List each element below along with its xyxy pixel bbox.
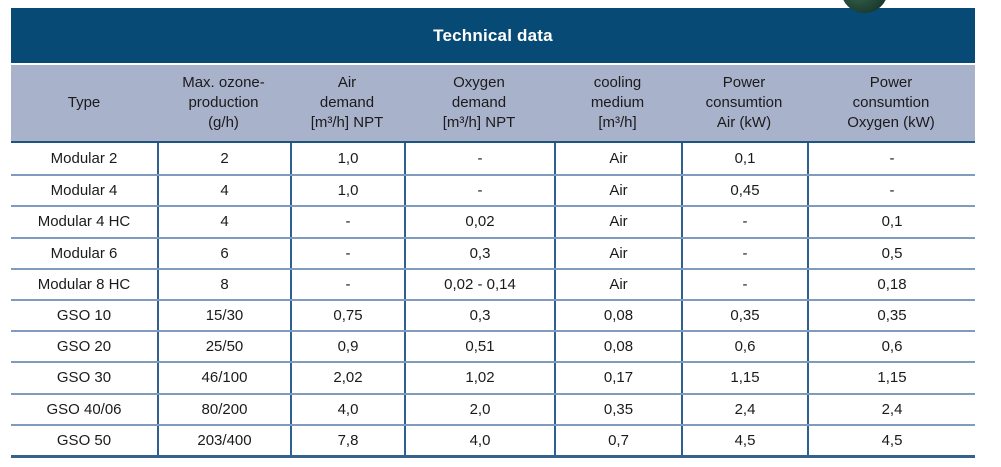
table-cell: 0,75	[290, 300, 404, 331]
table-cell: 46/100	[157, 363, 290, 393]
table-cell: 2,4	[681, 394, 807, 424]
table-cell: 4	[157, 176, 290, 206]
table-cell: 2	[157, 143, 290, 175]
table-row-modular-4-hc: Modular 4 HC 4 - 0,02 Air - 0,1	[11, 205, 975, 237]
table-cell: Air	[554, 269, 681, 299]
table-cell: 15/30	[157, 300, 290, 331]
table-cell: Modular 2	[50, 150, 118, 168]
table-cell: Air	[554, 176, 681, 206]
table-cell: Air	[554, 238, 681, 268]
table-body: Modular 2 2 1,0 - Air 0,1 - Modular 4 4 …	[11, 141, 975, 458]
table-cell: -	[290, 207, 404, 237]
table-cell: 1,15	[681, 363, 807, 393]
table-row-modular-4: Modular 4 4 1,0 - Air 0,45 -	[11, 174, 975, 206]
table-cell: 0,3	[404, 300, 554, 331]
table-cell: 0,02	[404, 207, 554, 237]
table-cell: -	[404, 176, 554, 206]
table-cell: 0,35	[681, 300, 807, 331]
table-cell: Modular 4 HC	[37, 213, 131, 231]
column-header-oxygen-demand: Oxygen demand [m³/h] NPT	[442, 74, 516, 131]
table-row-modular-8-hc: Modular 8 HC 8 - 0,02 - 0,14 Air - 0,18	[11, 267, 975, 299]
table-row-gso-10: GSO 10 15/30 0,75 0,3 0,08 0,35 0,35	[11, 298, 975, 331]
table-cell: Air	[554, 207, 681, 237]
table-cell: 6	[157, 238, 290, 268]
table-cell: 0,35	[554, 394, 681, 424]
column-header-power-air: Power consumtion Air (kW)	[705, 74, 783, 131]
table-cell: -	[807, 176, 975, 206]
table-cell: 203/400	[157, 425, 290, 455]
table-cell: 4,5	[681, 425, 807, 455]
table-cell: GSO 20	[56, 338, 112, 356]
table-cell: -	[290, 238, 404, 268]
table-cell: 0,9	[290, 332, 404, 362]
table-cell: 0,45	[681, 176, 807, 206]
table-cell: 0,7	[554, 425, 681, 455]
table-cell: -	[404, 143, 554, 175]
table-cell: 0,08	[554, 332, 681, 362]
table-cell: 1,0	[290, 143, 404, 175]
table-title: Technical data	[433, 25, 553, 45]
table-cell: -	[807, 143, 975, 175]
table-cell: -	[290, 269, 404, 299]
table-cell: -	[681, 207, 807, 237]
table-cell: 80/200	[157, 394, 290, 424]
table-cell: 2,4	[807, 394, 975, 424]
table-row-modular-2: Modular 2 2 1,0 - Air 0,1 -	[11, 143, 975, 175]
table-cell: 2,02	[290, 363, 404, 393]
table-cell: 0,35	[807, 300, 975, 331]
table-cell: GSO 40/06	[46, 400, 122, 418]
column-header-air-demand: Air demand [m³/h] NPT	[310, 74, 384, 131]
table-cell: Modular 6	[50, 244, 118, 262]
table-cell: 4,0	[404, 425, 554, 455]
technical-data-table: Technical data Type Max. ozone- producti…	[11, 8, 975, 458]
table-row-gso-40-06: GSO 40/06 80/200 4,0 2,0 0,35 2,4 2,4	[11, 392, 975, 424]
table-cell: 4	[157, 207, 290, 237]
table-cell: 0,3	[404, 238, 554, 268]
table-cell: 8	[157, 269, 290, 299]
table-cell: GSO 30	[56, 369, 112, 387]
table-cell: 0,17	[554, 363, 681, 393]
table-cell: Air	[554, 143, 681, 175]
table-cell: 0,6	[807, 332, 975, 362]
table-cell: 2,0	[404, 394, 554, 424]
table-cell: Modular 8 HC	[37, 275, 131, 293]
table-cell: 1,0	[290, 176, 404, 206]
table-row-gso-30: GSO 30 46/100 2,02 1,02 0,17 1,15 1,15	[11, 361, 975, 393]
table-row-modular-6: Modular 6 6 - 0,3 Air - 0,5	[11, 236, 975, 268]
table-row-gso-20: GSO 20 25/50 0,9 0,51 0,08 0,6 0,6	[11, 330, 975, 362]
table-cell: 0,1	[681, 143, 807, 175]
table-cell: Modular 4	[50, 182, 118, 200]
table-cell: 1,15	[807, 363, 975, 393]
table-cell: -	[681, 269, 807, 299]
table-cell: GSO 50	[56, 431, 112, 449]
column-header-ozone-production: Max. ozone- production (g/h)	[182, 74, 265, 131]
column-header-cooling-medium: cooling medium [m³/h]	[590, 74, 645, 131]
column-header-row: Type Max. ozone- production (g/h) Air de…	[11, 65, 975, 141]
table-cell: -	[681, 238, 807, 268]
table-cell: GSO 10	[56, 307, 112, 325]
table-cell: 0,5	[807, 238, 975, 268]
table-cell: 0,51	[404, 332, 554, 362]
table-cell: 0,18	[807, 269, 975, 299]
table-cell: 0,6	[681, 332, 807, 362]
column-header-power-oxygen: Power consumtion Oxygen (kW)	[847, 74, 935, 131]
table-cell: 7,8	[290, 425, 404, 455]
table-cell: 1,02	[404, 363, 554, 393]
table-cell: 4,0	[290, 394, 404, 424]
table-cell: 0,08	[554, 300, 681, 331]
column-header-type: Type	[67, 94, 101, 112]
green-sphere-image	[841, 0, 888, 13]
table-cell: 0,02 - 0,14	[404, 269, 554, 299]
table-title-bar: Technical data	[11, 8, 975, 63]
table-cell: 0,1	[807, 207, 975, 237]
table-cell: 4,5	[807, 425, 975, 455]
table-row-gso-50: GSO 50 203/400 7,8 4,0 0,7 4,5 4,5	[11, 423, 975, 455]
table-cell: 25/50	[157, 332, 290, 362]
